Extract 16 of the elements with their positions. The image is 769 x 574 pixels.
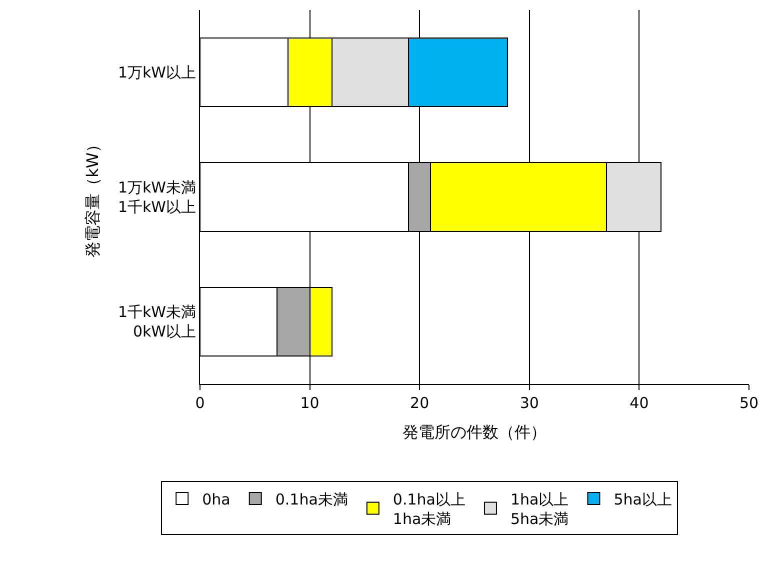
y-tick-label: 1千kW未満 0kW以上	[118, 303, 196, 341]
x-tick-label: 10	[300, 394, 320, 412]
x-tick-label: 50	[739, 394, 759, 412]
x-axis-title: 発電所の件数（件）	[402, 422, 546, 442]
legend-label: 5ha以上	[614, 490, 672, 508]
x-tick-label: 40	[630, 394, 649, 412]
x-tick-label: 30	[520, 394, 539, 412]
y-tick-label: 1万kW未満 1千kW以上	[118, 178, 196, 216]
legend-label: 0ha	[202, 490, 230, 508]
x-tick-label: 0	[195, 394, 205, 412]
legend-label: 0.1ha以上 1ha未満	[392, 490, 466, 528]
legend-label: 0.1ha未満	[275, 490, 348, 508]
x-tick-label: 20	[410, 394, 430, 412]
y-tick-label: 1万kW以上	[118, 64, 196, 82]
legend-label: 1ha以上 5ha未満	[510, 490, 569, 528]
y-axis-title: 発電容量（kW）	[82, 136, 102, 258]
